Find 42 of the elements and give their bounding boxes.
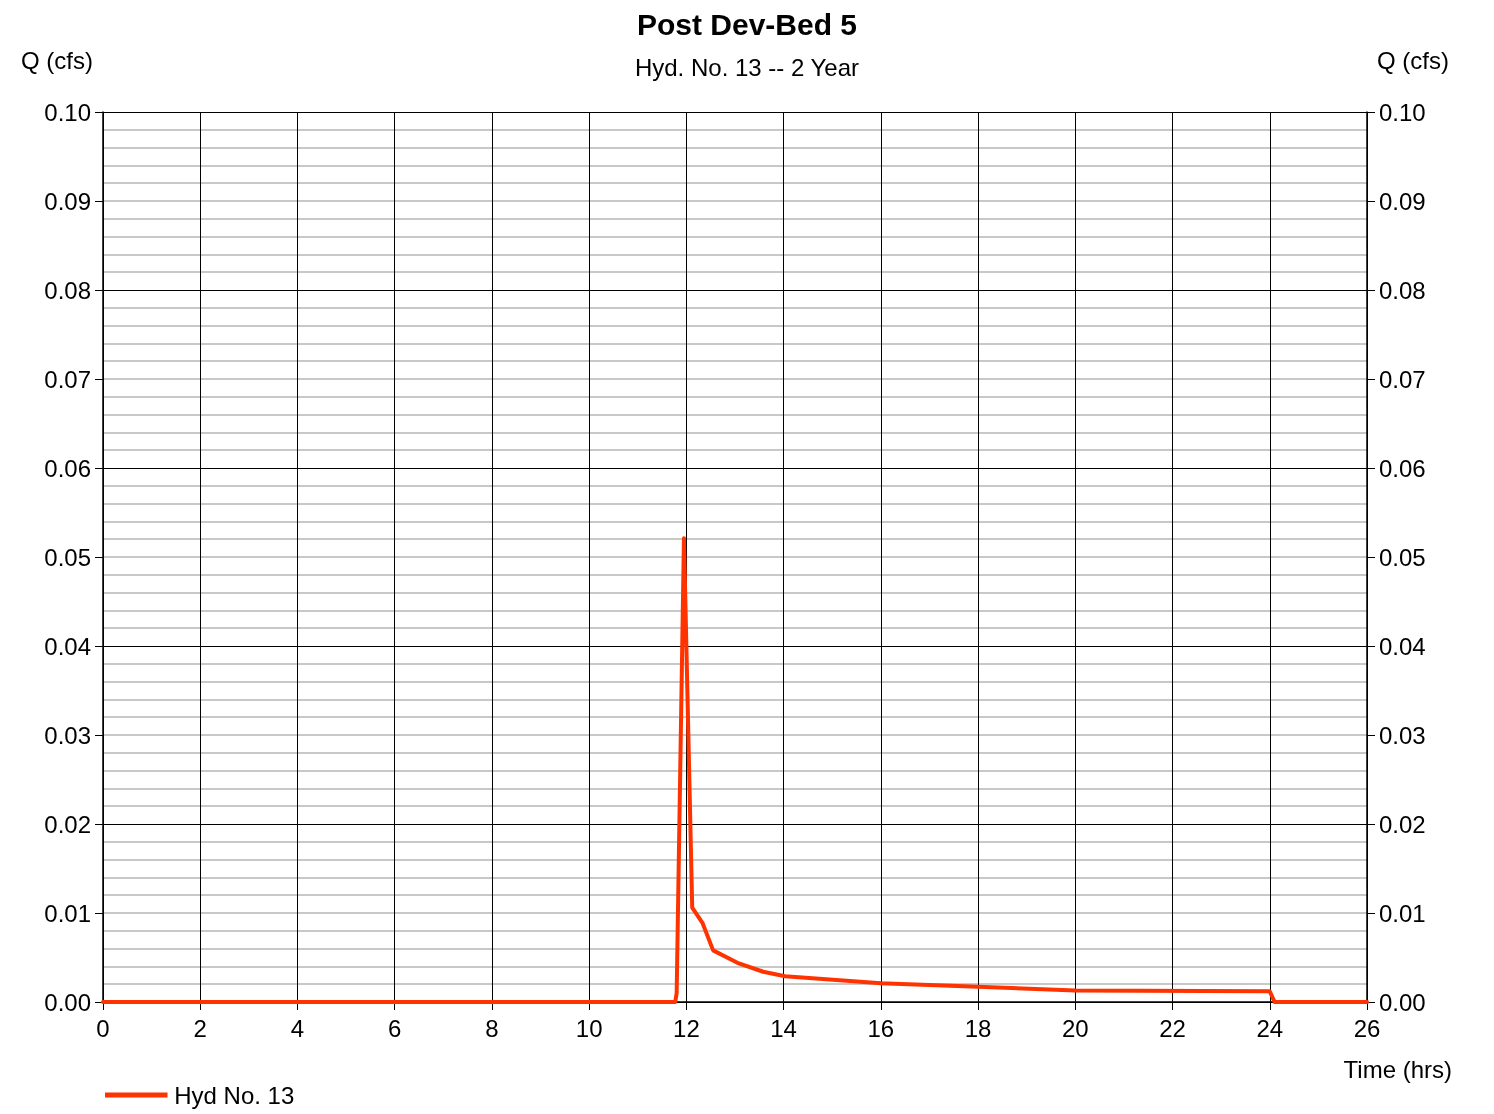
x-tick-label: 12 (673, 1014, 700, 1042)
y-tick-label: 0.06 (44, 454, 91, 482)
y-tick-label: 0.03 (44, 721, 91, 749)
x-tick-label: 8 (485, 1014, 499, 1042)
y2-tick-label: 0.05 (1379, 543, 1426, 571)
y2-tick-label: 0.10 (1379, 98, 1426, 126)
y2-tick-label: 0.06 (1379, 454, 1426, 482)
x-tick-label: 14 (770, 1014, 797, 1042)
y-axis-title: Q (cfs) (21, 46, 93, 74)
y-tick-label: 0.08 (44, 276, 91, 304)
y2-tick-label: 0.01 (1379, 899, 1426, 927)
chart-subtitle: Hyd. No. 13 -- 2 Year (634, 53, 860, 81)
x-tick-label: 20 (1061, 1014, 1089, 1042)
y-tick-label: 0.01 (44, 899, 91, 927)
x-tick-label: 26 (1353, 1014, 1381, 1042)
y2-tick-label: 0.09 (1379, 187, 1426, 215)
x-tick-label: 0 (96, 1014, 110, 1042)
y2-tick-label: 0.07 (1379, 365, 1426, 393)
y-tick-label: 0.05 (44, 543, 91, 571)
y-tick-label: 0.04 (44, 632, 91, 660)
x-tick-label: 10 (575, 1014, 603, 1042)
y-tick-label: 0.07 (44, 365, 91, 393)
x-tick-label: 24 (1256, 1014, 1284, 1042)
x-tick-label: 22 (1159, 1014, 1186, 1042)
x-tick-label: 4 (290, 1014, 305, 1042)
y2-tick-label: 0.02 (1379, 810, 1426, 838)
y-tick-label: 0.00 (44, 988, 91, 1016)
y-tick-label: 0.02 (44, 810, 91, 838)
y2-tick-label: 0.00 (1379, 988, 1426, 1016)
x-tick-label: 2 (193, 1014, 207, 1042)
y2-axis-title: Q (cfs) (1377, 46, 1449, 74)
x-tick-label: 6 (388, 1014, 402, 1042)
x-axis-title: Time (hrs) (1343, 1055, 1452, 1083)
chart-title: Post Dev-Bed 5 (636, 7, 858, 41)
y2-tick-label: 0.03 (1379, 721, 1426, 749)
y2-tick-label: 0.04 (1379, 632, 1426, 660)
x-tick-label: 16 (867, 1014, 895, 1042)
y2-tick-label: 0.08 (1379, 276, 1426, 304)
y-tick-label: 0.10 (44, 98, 91, 126)
legend-label: Hyd No. 13 (174, 1081, 295, 1109)
x-tick-label: 18 (964, 1014, 992, 1042)
y-tick-label: 0.09 (44, 187, 91, 215)
